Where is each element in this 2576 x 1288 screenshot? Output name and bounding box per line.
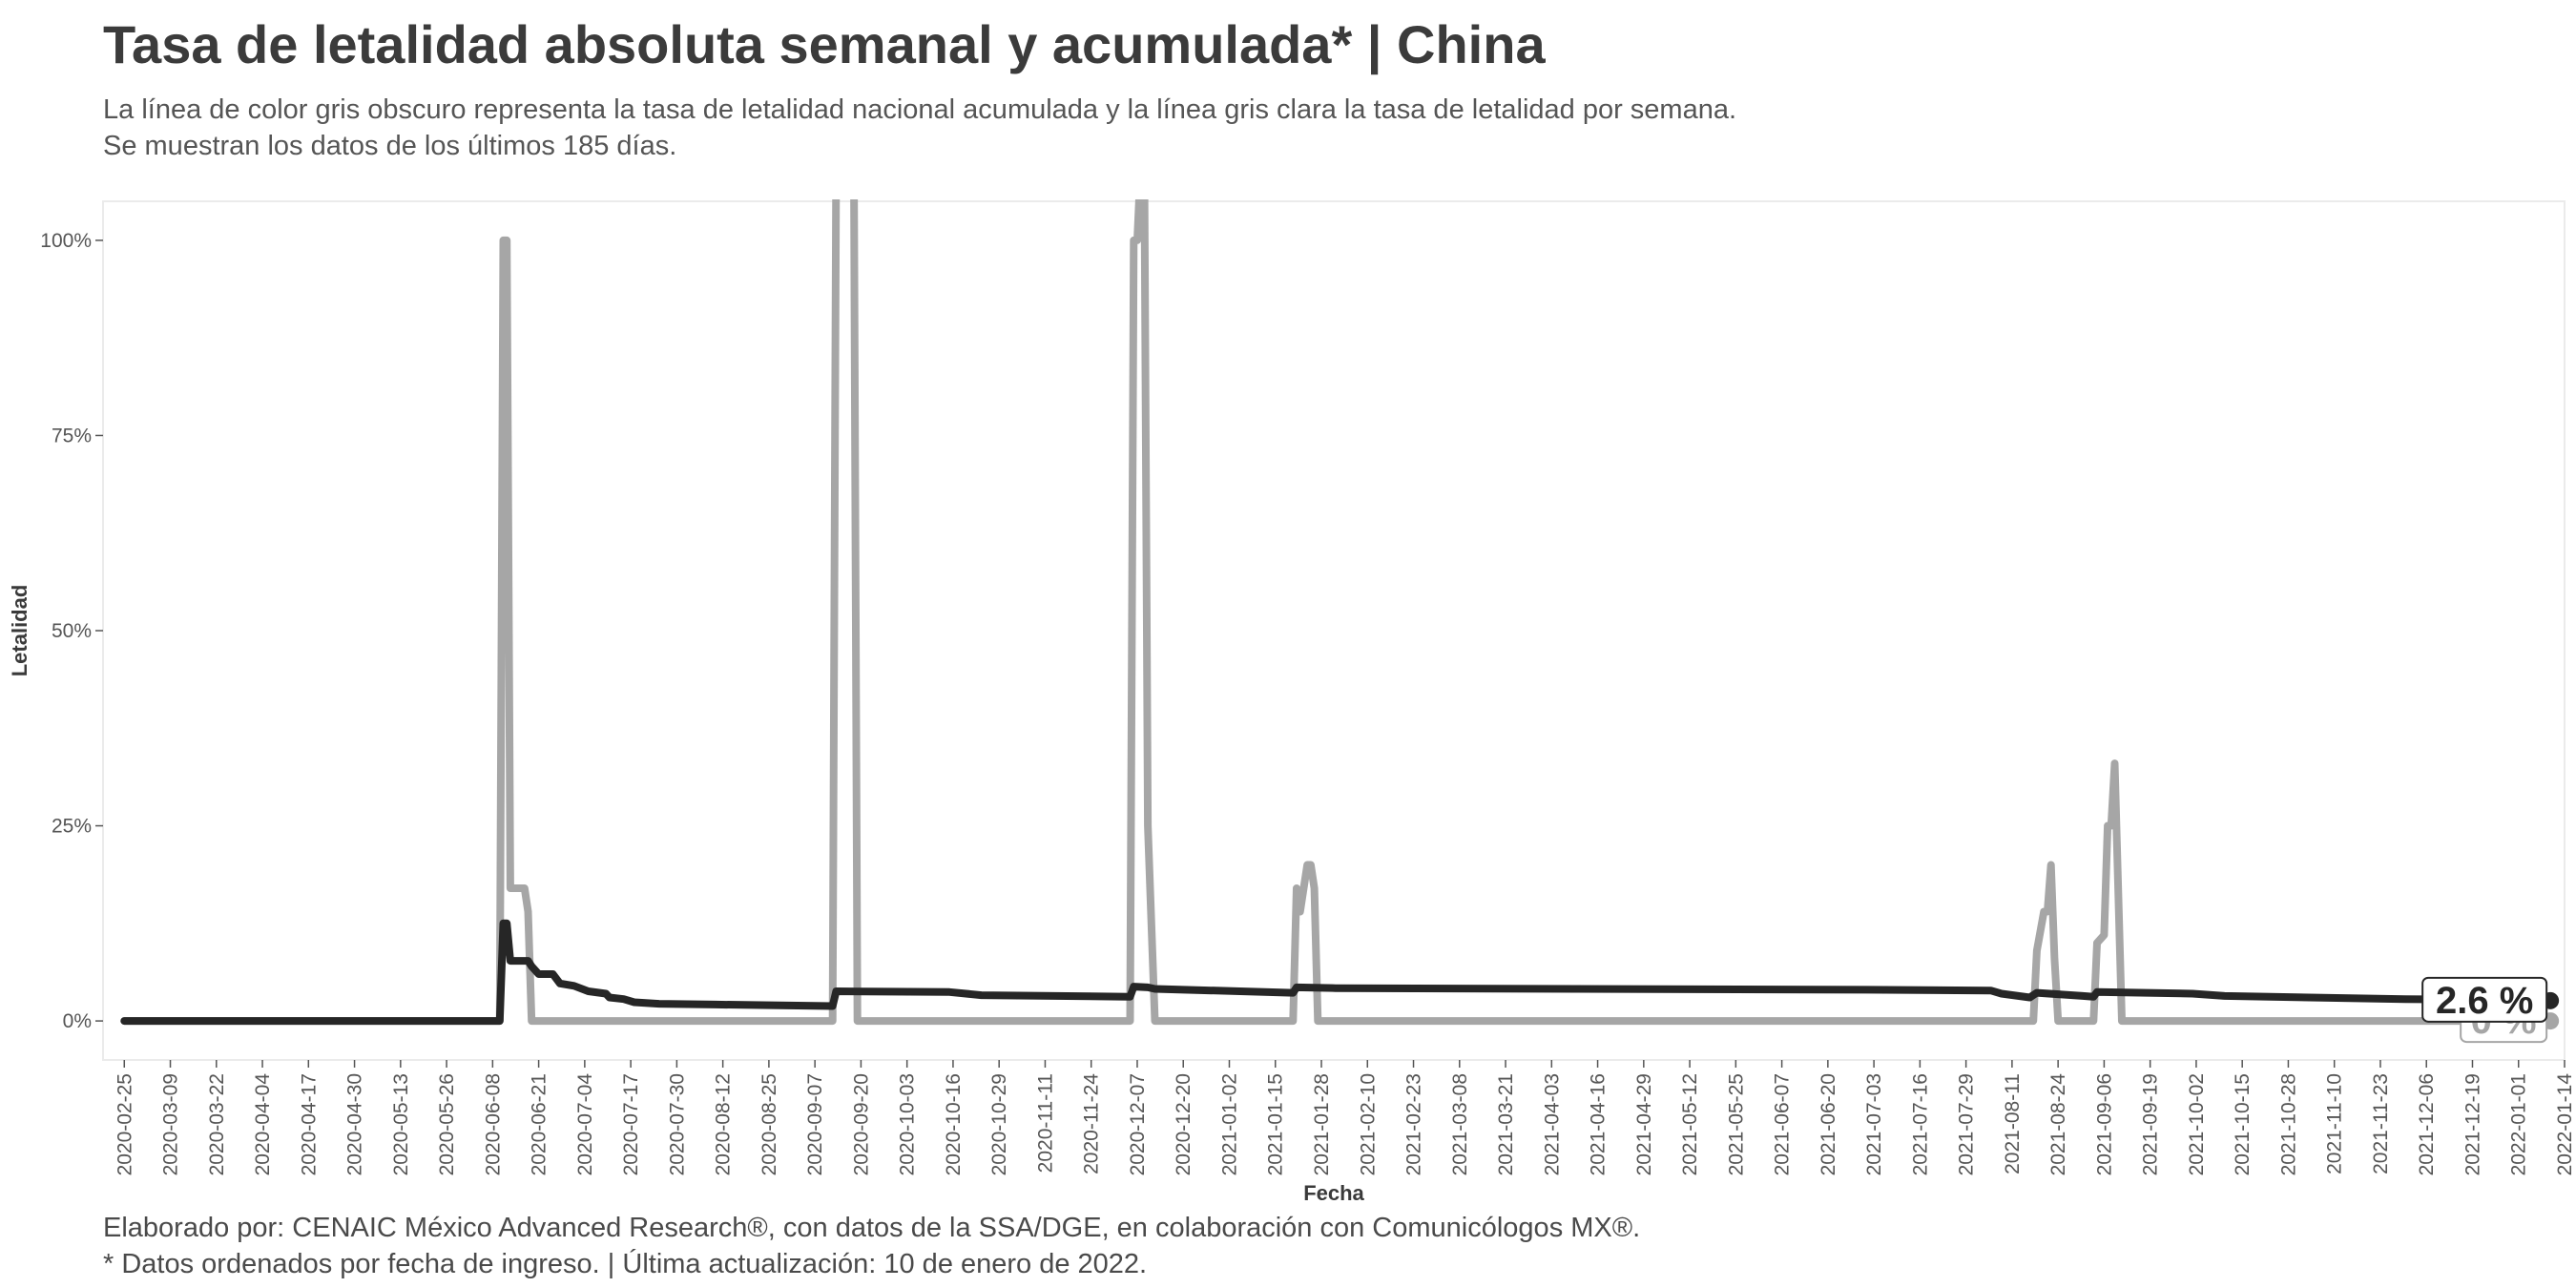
x-axis-title: Fecha [1303, 1181, 1364, 1205]
subtitle-line-2: Se muestran los datos de los últimos 185… [103, 131, 677, 161]
series-line-weekly [120, 199, 2555, 1026]
x-tick-label: 2020-10-03 [897, 1073, 919, 1175]
x-tick-label: 2020-12-07 [1127, 1073, 1149, 1175]
x-tick-label: 2021-06-07 [1772, 1073, 1794, 1175]
x-tick-label: 2020-03-22 [206, 1073, 228, 1175]
plot-panel [102, 200, 2566, 1061]
x-tick-label: 2021-04-29 [1633, 1073, 1655, 1175]
series-layer [120, 199, 2555, 1026]
x-tick-label: 2021-07-29 [1956, 1073, 1978, 1175]
x-tick-label: 2020-04-04 [252, 1073, 274, 1176]
x-tick-label: 2020-03-09 [160, 1073, 182, 1175]
x-tick-label: 2021-05-12 [1679, 1073, 1701, 1175]
x-tick-label: 2021-12-06 [2416, 1073, 2438, 1175]
x-tick-label: 2020-04-30 [344, 1073, 366, 1175]
y-tick-label: 50% [52, 620, 92, 642]
x-tick-label: 2020-04-17 [298, 1073, 320, 1175]
x-tick-label: 2021-12-19 [2462, 1073, 2483, 1175]
x-tick-label: 2021-04-03 [1541, 1073, 1563, 1175]
x-tick-label: 2020-02-25 [114, 1073, 135, 1175]
x-tick-label: 2020-09-07 [804, 1073, 826, 1175]
x-tick-label: 2020-06-08 [482, 1073, 504, 1175]
x-tick-label: 2020-07-30 [666, 1073, 688, 1175]
x-tick-label: 2020-07-17 [620, 1073, 642, 1175]
y-tick-label: 0% [63, 1010, 92, 1032]
end-label-box [2421, 976, 2548, 1023]
x-tick-label: 2021-08-24 [2047, 1073, 2069, 1176]
x-tick-label: 2020-08-12 [713, 1073, 735, 1175]
x-tick-label: 2021-11-10 [2324, 1073, 2346, 1174]
x-tick-label: 2021-10-02 [2186, 1073, 2208, 1175]
x-tick-label: 2021-05-25 [1725, 1073, 1747, 1175]
x-tick-label: 2021-01-02 [1218, 1073, 1240, 1175]
x-tick-label: 2020-05-13 [390, 1073, 412, 1175]
x-tick-label: 2021-01-15 [1265, 1073, 1287, 1175]
x-tick-label: 2022-01-14 [2554, 1073, 2576, 1176]
x-tick-label: 2020-10-16 [943, 1073, 965, 1175]
x-tick-label: 2021-08-11 [2002, 1073, 2024, 1174]
x-tick-label: 2020-12-20 [1173, 1073, 1195, 1175]
x-tick-label: 2022-01-01 [2508, 1073, 2530, 1175]
caption-line-1: Elaborado por: CENAIC México Advanced Re… [103, 1213, 1641, 1243]
end-label-accumulated: 2.6 % [2421, 976, 2548, 1023]
x-tick-label: 2021-01-28 [1311, 1073, 1333, 1175]
x-tick-label: 2020-10-29 [988, 1073, 1010, 1175]
chart-title: Tasa de letalidad absoluta semanal y acu… [103, 14, 1546, 74]
y-axis-title: Letalidad [8, 585, 31, 677]
chart-subtitle: La línea de color gris obscuro represent… [103, 92, 1736, 164]
x-tick-label: 2021-03-21 [1495, 1073, 1517, 1175]
x-tick-label: 2021-02-10 [1357, 1073, 1379, 1175]
x-tick-label: 2021-11-23 [2370, 1073, 2392, 1174]
subtitle-line-1: La línea de color gris obscuro represent… [103, 94, 1737, 125]
y-axis: 0% 25% 50% 75% 100% [40, 230, 103, 1032]
x-tick-label: 2020-08-25 [758, 1073, 780, 1175]
x-tick-label: 2021-07-03 [1863, 1073, 1885, 1175]
y-tick-label: 100% [40, 230, 92, 252]
series-line-accumulated [120, 919, 2555, 1026]
y-tick-label: 75% [52, 425, 92, 447]
x-tick-label: 2020-11-24 [1081, 1073, 1103, 1174]
x-tick-label: 2021-10-28 [2277, 1073, 2299, 1175]
y-tick-label: 25% [52, 816, 92, 838]
x-tick-label: 2021-09-06 [2093, 1073, 2115, 1175]
x-tick-label: 2021-09-19 [2140, 1073, 2162, 1175]
x-tick-label: 2021-03-08 [1449, 1073, 1471, 1175]
x-tick-label: 2020-05-26 [436, 1073, 458, 1175]
end-label-text: 2.6 % [2436, 980, 2533, 1022]
x-tick-label: 2021-02-23 [1403, 1073, 1425, 1175]
x-tick-label: 2021-06-20 [1818, 1073, 1839, 1175]
x-tick-label: 2021-10-15 [2232, 1073, 2254, 1175]
chart-caption: Elaborado por: CENAIC México Advanced Re… [103, 1210, 1640, 1282]
end-markers: 0 %2.6 % [2421, 976, 2560, 1044]
x-axis: 2020-02-25 2020-03-09 2020-03-22 2020-04-04… [114, 1060, 2576, 1175]
x-tick-label: 2021-07-16 [1909, 1073, 1931, 1175]
x-tick-label: 2020-06-21 [529, 1073, 551, 1175]
caption-line-2: * Datos ordenados por fecha de ingreso. … [103, 1249, 1148, 1279]
x-tick-label: 2020-07-04 [574, 1073, 596, 1176]
x-tick-label: 2020-09-20 [850, 1073, 872, 1175]
x-tick-label: 2021-04-16 [1588, 1073, 1610, 1175]
x-tick-label: 2020-11-11 [1034, 1073, 1056, 1173]
